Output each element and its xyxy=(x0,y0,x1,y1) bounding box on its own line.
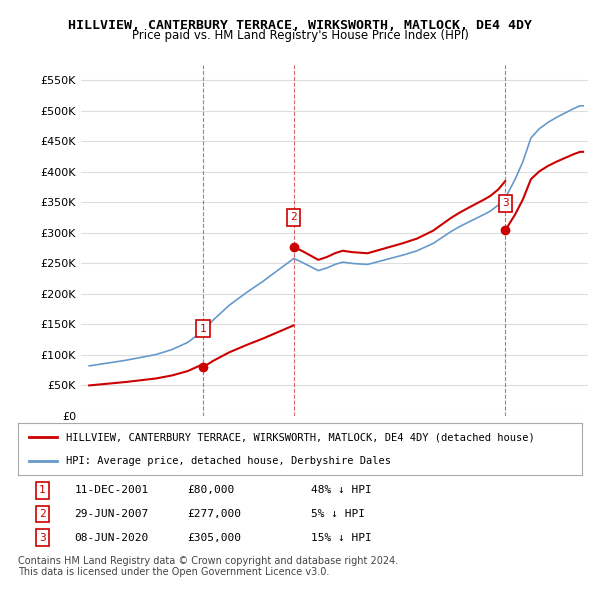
Text: 2: 2 xyxy=(39,509,46,519)
Text: £277,000: £277,000 xyxy=(187,509,241,519)
Text: 3: 3 xyxy=(502,198,509,208)
Text: HILLVIEW, CANTERBURY TERRACE, WIRKSWORTH, MATLOCK, DE4 4DY (detached house): HILLVIEW, CANTERBURY TERRACE, WIRKSWORTH… xyxy=(66,432,535,442)
Text: HPI: Average price, detached house, Derbyshire Dales: HPI: Average price, detached house, Derb… xyxy=(66,456,391,466)
Text: 11-DEC-2001: 11-DEC-2001 xyxy=(74,486,149,496)
Text: 08-JUN-2020: 08-JUN-2020 xyxy=(74,533,149,543)
Text: 5% ↓ HPI: 5% ↓ HPI xyxy=(311,509,365,519)
Text: 2: 2 xyxy=(290,212,297,222)
Text: Contains HM Land Registry data © Crown copyright and database right 2024.
This d: Contains HM Land Registry data © Crown c… xyxy=(18,556,398,578)
Text: 15% ↓ HPI: 15% ↓ HPI xyxy=(311,533,372,543)
Text: HILLVIEW, CANTERBURY TERRACE, WIRKSWORTH, MATLOCK, DE4 4DY: HILLVIEW, CANTERBURY TERRACE, WIRKSWORTH… xyxy=(68,19,532,32)
Text: 1: 1 xyxy=(39,486,46,496)
Text: £305,000: £305,000 xyxy=(187,533,241,543)
Text: 29-JUN-2007: 29-JUN-2007 xyxy=(74,509,149,519)
Text: 1: 1 xyxy=(200,323,206,333)
Text: 48% ↓ HPI: 48% ↓ HPI xyxy=(311,486,372,496)
Text: £80,000: £80,000 xyxy=(187,486,235,496)
Text: Price paid vs. HM Land Registry's House Price Index (HPI): Price paid vs. HM Land Registry's House … xyxy=(131,30,469,42)
Text: 3: 3 xyxy=(39,533,46,543)
